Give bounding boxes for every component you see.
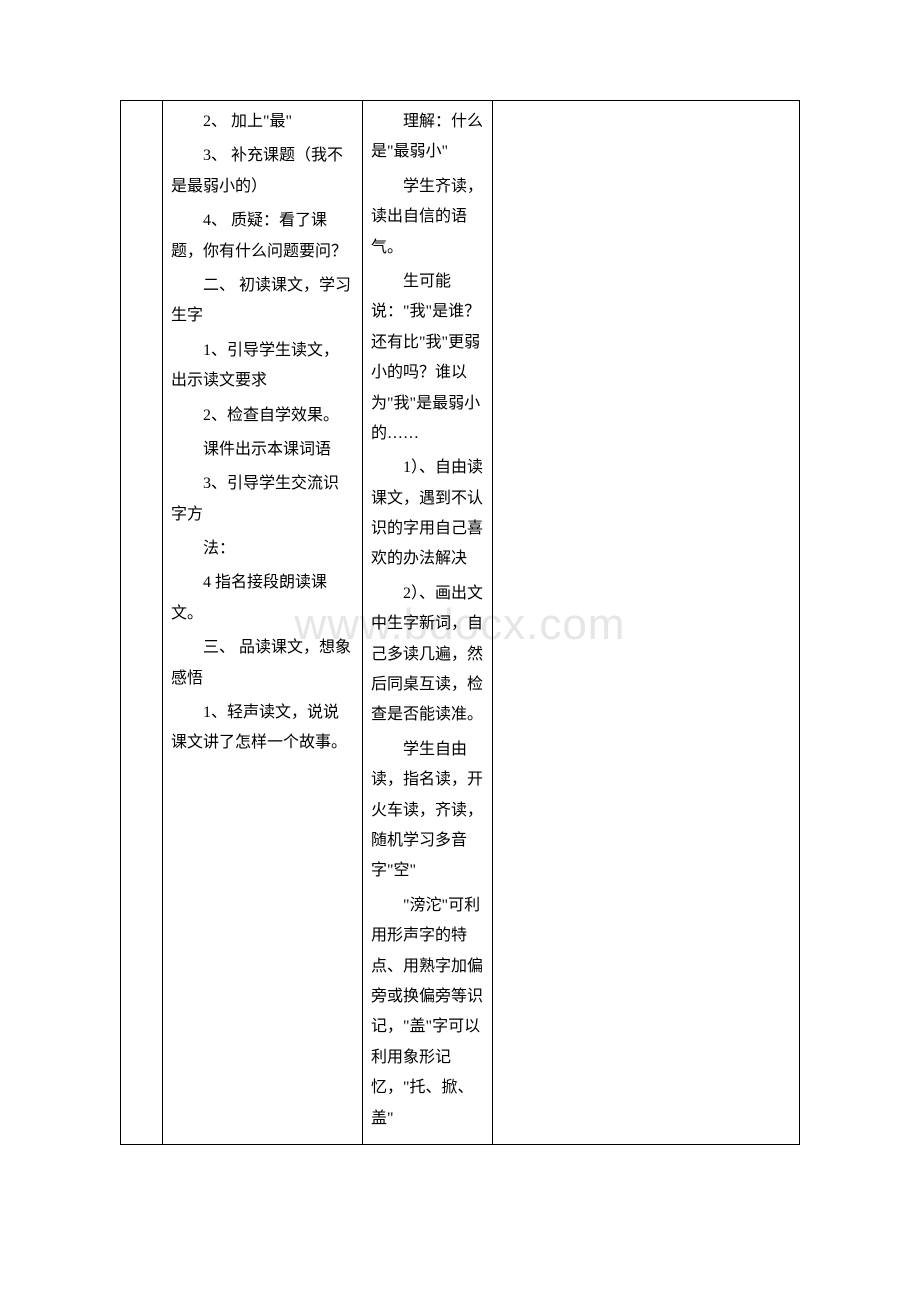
cell-col4: [493, 101, 800, 1145]
paragraph: 二、 初读课文，学习生字: [171, 271, 354, 332]
paragraph: 学生齐读，读出自信的语气。: [371, 172, 484, 263]
paragraph: 1、轻声读文，说说课文讲了怎样一个故事。: [171, 698, 354, 759]
paragraph: 4 指名接段朗读课文。: [171, 568, 354, 629]
cell-col1: [121, 101, 163, 1145]
paragraph: 3、引导学生交流识字方: [171, 469, 354, 530]
paragraph: 2）、画出文中生字新词，自己多读几遍，然后同桌互读，检查是否能读准。: [371, 579, 484, 731]
document-content: 2、 加上"最" 3、 补充课题（我不是最弱小的） 4、 质疑：看了课题，你有什…: [120, 100, 800, 1145]
cell-col3: 理解：什么是"最弱小" 学生齐读，读出自信的语气。 生可能说："我"是谁？还有比…: [363, 101, 493, 1145]
paragraph: 1）、自由读课文，遇到不认识的字用自己喜欢的办法解决: [371, 453, 484, 575]
paragraph: 法：: [171, 534, 354, 564]
paragraph: 学生自由读，指名读，开火车读，齐读，随机学习多音字"空": [371, 735, 484, 887]
table-row: 2、 加上"最" 3、 补充课题（我不是最弱小的） 4、 质疑：看了课题，你有什…: [121, 101, 800, 1145]
paragraph: 课件出示本课词语: [171, 435, 354, 465]
paragraph: 2、 加上"最": [171, 107, 354, 137]
lesson-plan-table: 2、 加上"最" 3、 补充课题（我不是最弱小的） 4、 质疑：看了课题，你有什…: [120, 100, 800, 1145]
paragraph: 理解：什么是"最弱小": [371, 107, 484, 168]
paragraph: 1、引导学生读文，出示读文要求: [171, 336, 354, 397]
paragraph: 三、 品读课文，想象感悟: [171, 633, 354, 694]
paragraph: 4、 质疑：看了课题，你有什么问题要问？: [171, 206, 354, 267]
paragraph: "滂沱"可利用形声字的特点、用熟字加偏旁或换偏旁等识记，"盖"字可以利用象形记忆…: [371, 891, 484, 1134]
paragraph: 生可能说："我"是谁？还有比"我"更弱小的吗？谁以为"我"是最弱小的……: [371, 267, 484, 449]
paragraph: 3、 补充课题（我不是最弱小的）: [171, 141, 354, 202]
paragraph: 2、检查自学效果。: [171, 401, 354, 431]
cell-col2: 2、 加上"最" 3、 补充课题（我不是最弱小的） 4、 质疑：看了课题，你有什…: [163, 101, 363, 1145]
